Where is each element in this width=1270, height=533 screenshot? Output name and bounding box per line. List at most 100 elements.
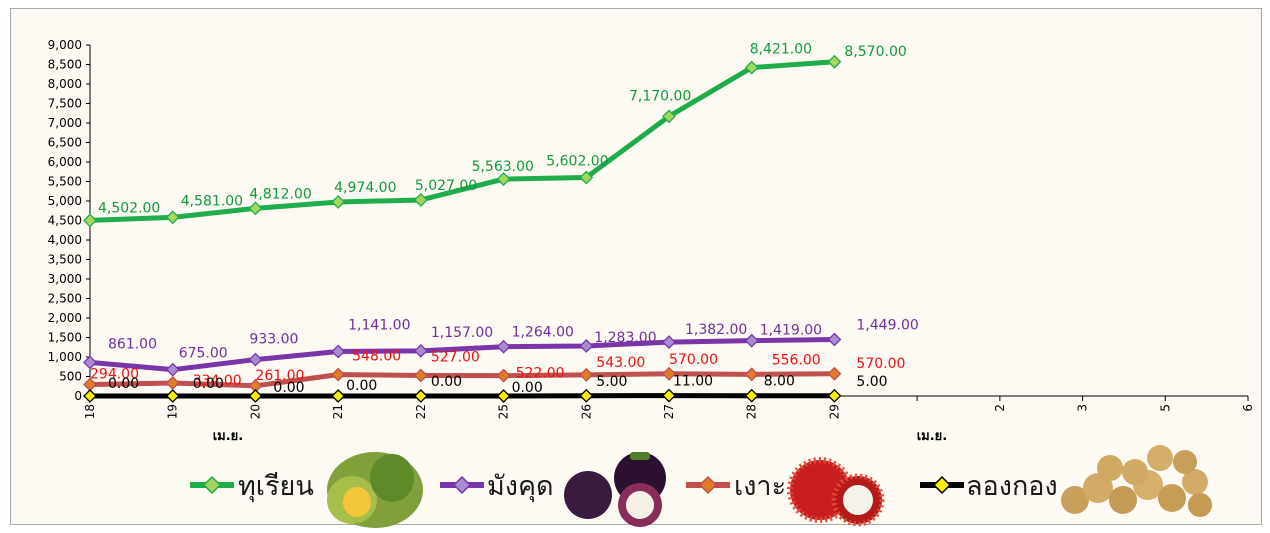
- data-label: 4,974.00: [334, 180, 396, 196]
- data-label: 1,283.00: [594, 330, 656, 346]
- y-axis-labels: 0 500 1,000 1,500 2,000 2,500 3,000 3,500 4,000 4…: [48, 38, 82, 403]
- data-point-marker: [413, 389, 428, 403]
- x-tick-label: 20: [248, 404, 262, 419]
- data-label: 570.00: [669, 352, 718, 368]
- data-label: 0.00: [273, 380, 304, 396]
- y-tick-label: 4,000: [48, 233, 82, 247]
- x-tick-label: 2: [993, 404, 1007, 412]
- y-tick-label: 7,000: [48, 116, 82, 130]
- legend-label-longkong: ลองกอง: [966, 471, 1058, 502]
- legend-item-longkong: ลองกอง: [920, 445, 1212, 517]
- y-tick-label: 7,500: [48, 97, 82, 111]
- data-label: 1,382.00: [685, 322, 747, 338]
- data-label: 7,170.00: [629, 88, 691, 104]
- data-point-marker: [579, 388, 594, 403]
- data-label: 933.00: [249, 332, 298, 348]
- data-label: 334.00: [193, 373, 242, 389]
- data-label: 8,570.00: [844, 44, 906, 60]
- x-tick-label: 6: [1241, 404, 1255, 412]
- rambutan-picture-icon: [787, 457, 885, 527]
- data-label: 522.00: [516, 366, 565, 382]
- data-label: 294.00: [90, 367, 139, 383]
- data-point-marker: [496, 368, 511, 383]
- data-point-marker: [248, 352, 263, 367]
- data-label: 5,563.00: [472, 159, 534, 175]
- y-tick-label: 6,500: [48, 136, 82, 150]
- data-point-marker: [248, 201, 263, 216]
- data-label: 0.00: [108, 376, 139, 392]
- data-point-marker: [165, 210, 180, 225]
- y-tick-label: 1,000: [48, 350, 82, 364]
- data-point-marker: [744, 60, 759, 75]
- data-label: 1,157.00: [431, 325, 493, 341]
- data-label: 0.00: [346, 378, 377, 394]
- data-labels: 4,502.00 4,581.00 4,812.00 4,974.00 5,027.00…: [90, 42, 919, 396]
- y-tick-label: 5,000: [48, 194, 82, 208]
- x-tick-label: 28: [745, 404, 759, 419]
- x-tick-label: 18: [83, 404, 97, 419]
- data-label: 5.00: [596, 374, 627, 390]
- data-point-marker: [662, 366, 676, 381]
- y-tick-label: 3,000: [48, 272, 82, 286]
- legend-item-mangosteen: มังคุด: [440, 452, 666, 527]
- data-label: 1,449.00: [856, 317, 918, 333]
- data-point-marker: [827, 366, 842, 381]
- data-point-marker: [662, 109, 676, 124]
- data-point-marker: [496, 339, 511, 354]
- y-tick-label: 5,500: [48, 175, 82, 189]
- data-label: 0.00: [193, 376, 224, 392]
- legend-marker-mangosteen: [452, 475, 472, 495]
- x-tick-label: 29: [827, 404, 841, 419]
- data-point-marker: [744, 367, 759, 382]
- data-point-marker: [662, 335, 676, 350]
- data-label: 527.00: [431, 349, 480, 365]
- data-point-marker: [413, 343, 428, 358]
- data-point-marker: [744, 333, 759, 348]
- data-label: 0.00: [512, 380, 543, 396]
- legend-marker-durian: [202, 475, 222, 495]
- y-tick-label: 9,000: [48, 38, 82, 52]
- data-point-marker: [662, 388, 676, 403]
- data-point-marker: [579, 339, 594, 353]
- legend-item-durian: ทุเรียน: [190, 452, 423, 528]
- longkong-picture-icon: [1061, 445, 1212, 517]
- legend-item-rambutan: เงาะ: [686, 457, 885, 527]
- y-tick-label: 500: [59, 370, 82, 384]
- data-point-marker: [165, 389, 180, 403]
- x-tick-label: 25: [497, 404, 511, 419]
- data-label: 556.00: [772, 352, 821, 368]
- data-point-marker: [827, 388, 842, 403]
- durian-picture-icon: [327, 452, 423, 528]
- data-point-marker: [413, 368, 428, 383]
- legend-label-rambutan: เงาะ: [734, 471, 786, 502]
- x-axis-labels: 18 19 20 21 22 25 26 27 28 29 2 3 5 6 เม.ย. เม.ย.: [83, 404, 1255, 444]
- chart-frame: [10, 8, 1262, 525]
- x-tick-label: 27: [662, 404, 676, 419]
- series-lines: [83, 54, 842, 403]
- data-point-marker: [331, 367, 346, 382]
- data-label: 570.00: [856, 356, 905, 372]
- legend: ทุเรียน มังคุด เงาะ: [190, 445, 1212, 528]
- series-line: [89, 59, 835, 223]
- data-label: 4,812.00: [249, 186, 311, 202]
- data-label: 261.00: [255, 368, 304, 384]
- data-point-marker: [83, 355, 97, 370]
- data-label: 8.00: [764, 374, 795, 390]
- mangosteen-picture-icon: [564, 452, 666, 527]
- data-label: 5,027.00: [415, 178, 477, 194]
- data-point-marker: [83, 213, 97, 228]
- data-label: 8,421.00: [750, 42, 812, 58]
- x-tick-label: 19: [166, 404, 180, 419]
- x-group-label: เม.ย.: [213, 429, 244, 444]
- data-label: 5,602.00: [546, 154, 608, 170]
- data-label: 4,502.00: [98, 200, 160, 216]
- x-tick-label: 3: [1076, 404, 1090, 412]
- legend-marker-longkong: [932, 475, 952, 495]
- data-point-marker: [165, 362, 180, 377]
- data-point-marker: [331, 344, 346, 359]
- data-label: 11.00: [673, 374, 713, 390]
- data-point-marker: [579, 170, 594, 185]
- x-group-label: เม.ย.: [917, 429, 948, 444]
- data-point-marker: [83, 389, 97, 403]
